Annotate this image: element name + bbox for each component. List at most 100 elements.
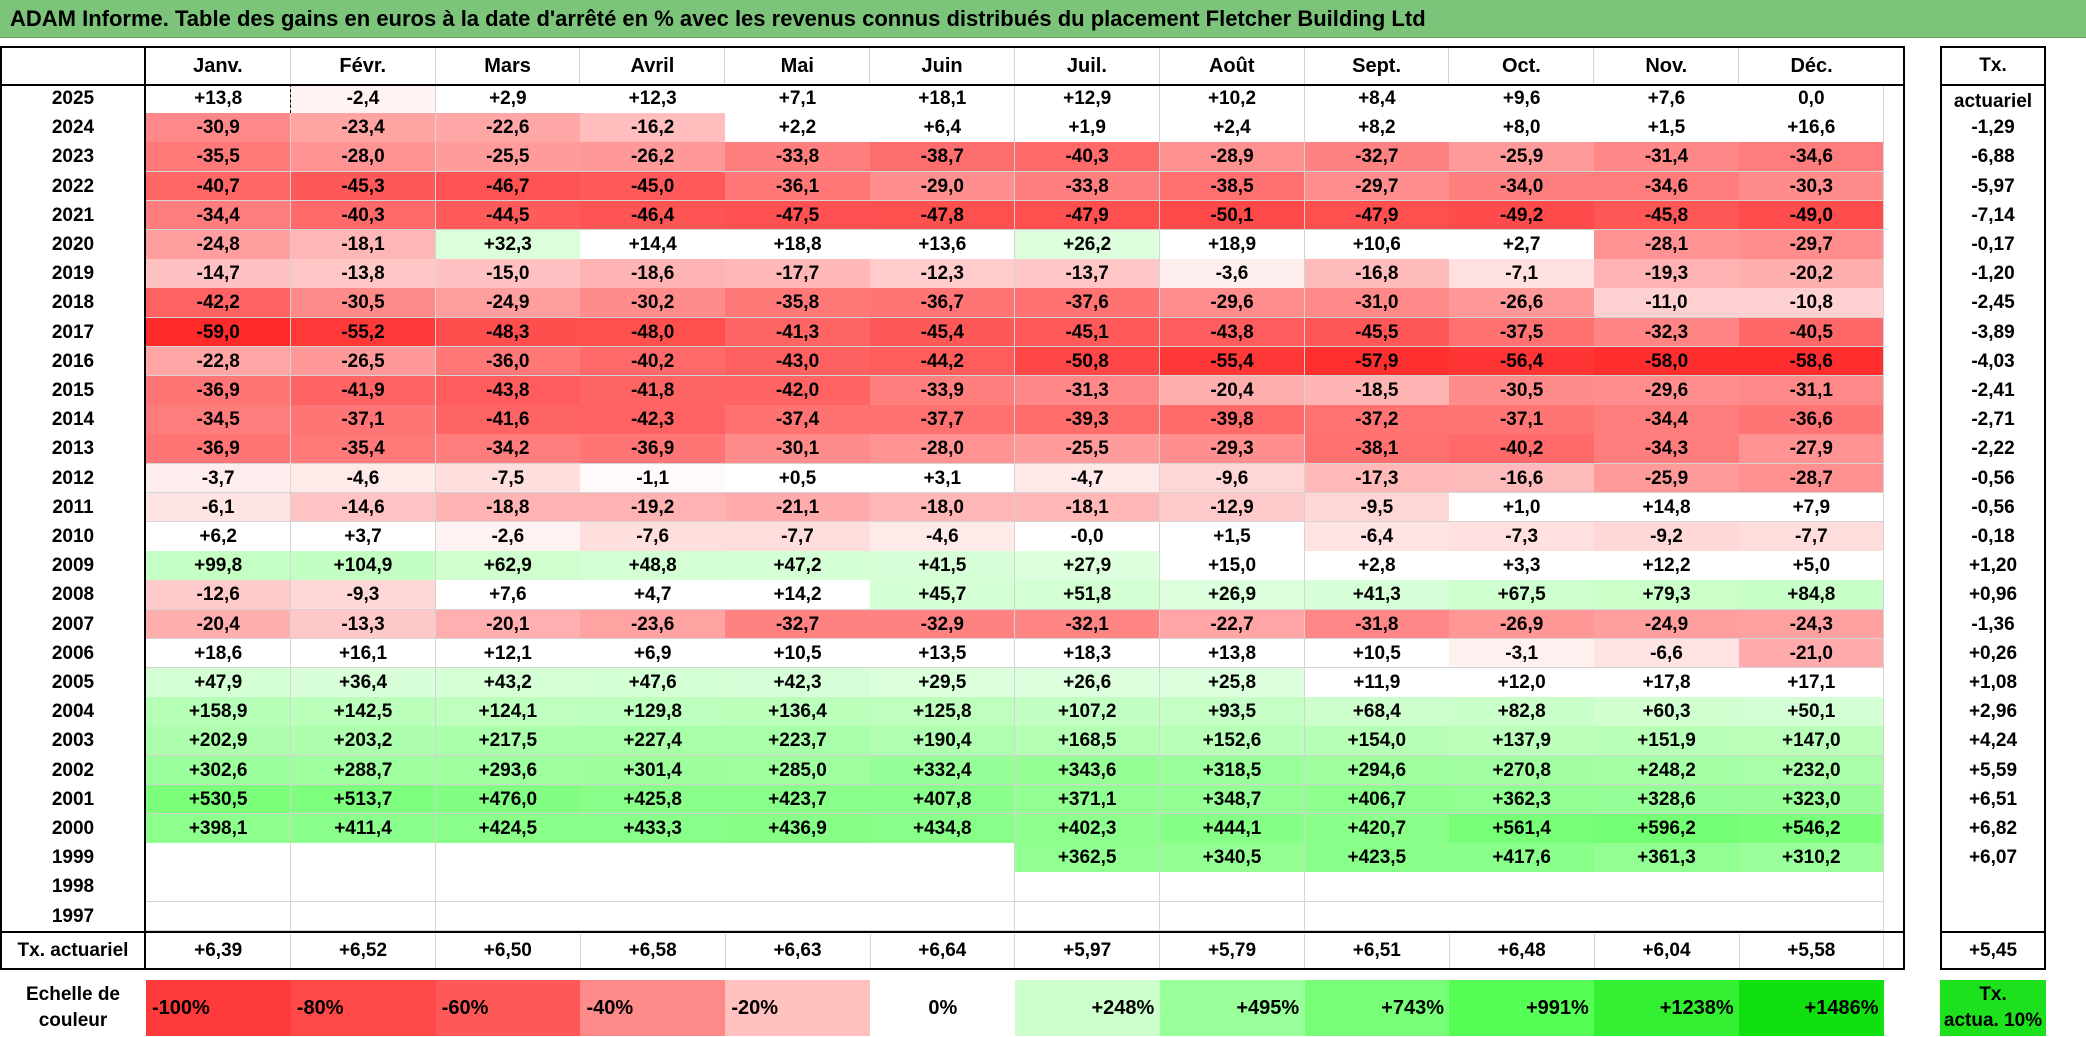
gain-cell: +12,1 (435, 638, 581, 669)
month-header: Févr. (291, 48, 436, 84)
gain-cell: +340,5 (1159, 843, 1306, 873)
year-label: 1998 (51, 876, 95, 898)
gain-cell: -41,8 (580, 376, 726, 406)
footer-total-rate: +5,45 (1968, 940, 2018, 961)
gain-cell: -10,8 (1739, 288, 1885, 319)
gain-cell: +406,7 (1304, 784, 1450, 815)
gain-cell: -36,7 (870, 288, 1016, 319)
gain-cell: -4,6 (290, 463, 437, 494)
year-label: 2023 (51, 146, 95, 168)
year-label: 2004 (51, 701, 95, 723)
actuarial-rate: -1,29 (1971, 117, 2015, 139)
gain-cell: -6,1 (146, 492, 292, 523)
gain-cell: +18,1 (870, 84, 1016, 114)
gain-cell: -35,8 (725, 288, 871, 319)
year-label: 2009 (51, 555, 95, 577)
year-label: 2016 (51, 350, 95, 372)
gain-cell: -19,2 (580, 492, 726, 523)
gain-cell: -28,9 (1159, 142, 1306, 173)
gain-cell (1159, 901, 1306, 932)
gain-cell: -36,6 (1739, 405, 1885, 435)
gain-cell: +25,8 (1159, 668, 1306, 698)
gain-cell: -20,1 (435, 609, 581, 640)
gain-cell: -37,1 (1449, 405, 1595, 435)
gain-cell: +288,7 (290, 755, 437, 786)
gain-cell: +147,0 (1739, 726, 1885, 757)
gain-cell: -25,9 (1449, 142, 1595, 173)
gain-cell: -34,4 (146, 200, 292, 231)
gain-cell: -44,5 (435, 200, 581, 231)
gain-cell: -22,6 (435, 113, 581, 143)
gain-cell: +293,6 (435, 755, 581, 786)
gain-cell: +16,1 (290, 638, 437, 669)
scale-swatch: +495% (1159, 980, 1306, 1036)
gain-cell: +142,5 (290, 697, 437, 727)
gain-cell: -31,4 (1594, 142, 1740, 173)
gain-cell: -36,9 (580, 434, 726, 465)
gain-cell (1014, 901, 1161, 932)
gain-cell (1739, 901, 1885, 932)
gain-cell: +129,8 (580, 697, 726, 727)
footer-rate: +6,52 (291, 934, 437, 968)
gain-cell (1304, 901, 1450, 932)
gain-cell: -18,1 (290, 230, 437, 260)
gain-cell: -32,7 (725, 609, 871, 640)
month-header: Nov. (1594, 48, 1740, 84)
actuarial-rate: -2,71 (1971, 409, 2015, 431)
gain-cell: +248,2 (1594, 755, 1740, 786)
gain-cell: +332,4 (870, 755, 1016, 786)
gain-cell: +417,6 (1449, 843, 1595, 873)
gain-cell: +68,4 (1304, 697, 1450, 727)
gain-cell: +158,9 (146, 697, 292, 727)
month-header: Juin (870, 48, 1015, 84)
gain-cell: -4,6 (870, 522, 1016, 552)
gain-cell: +402,3 (1014, 814, 1161, 844)
gain-cell: -46,4 (580, 200, 726, 231)
year-label: 2014 (51, 409, 95, 431)
gain-cell: +43,2 (435, 668, 581, 698)
gain-cell: +17,8 (1594, 668, 1740, 698)
gain-cell: +124,1 (435, 697, 581, 727)
actuarial-rate: +0,96 (1968, 584, 2018, 606)
gain-cell: -26,5 (290, 346, 437, 377)
footer-rate: +6,63 (725, 934, 871, 968)
gain-cell: -17,3 (1304, 463, 1450, 494)
gain-cell: +361,3 (1594, 843, 1740, 873)
scale-swatch: +1486% (1739, 980, 1885, 1036)
gain-cell: -32,3 (1594, 317, 1740, 348)
gain-cell: +84,8 (1739, 580, 1885, 611)
gain-cell: -29,6 (1594, 376, 1740, 406)
gain-cell: 0,0 (1739, 84, 1885, 114)
gain-cell (290, 901, 437, 932)
gain-cell: -23,4 (290, 113, 437, 143)
gain-cell: +398,1 (146, 814, 292, 844)
gain-cell: +12,9 (1014, 84, 1161, 114)
actuarial-rate: -0,56 (1971, 496, 2015, 518)
gain-cell: +18,6 (146, 638, 292, 669)
gain-cell: -1,1 (580, 463, 726, 494)
footer-rate: +6,39 (146, 934, 292, 968)
scale-act-line: actua. 10% (1943, 1010, 2043, 1031)
gain-cell: +310,2 (1739, 843, 1885, 873)
gain-cell: +26,9 (1159, 580, 1306, 611)
year-label: 2025 (51, 88, 95, 109)
gain-cell (870, 901, 1016, 932)
actuarial-rate (1940, 872, 2046, 901)
gain-cell: +371,1 (1014, 784, 1161, 815)
year-label: 2008 (51, 584, 95, 606)
gain-cell: -15,0 (435, 259, 581, 289)
gain-cell: +301,4 (580, 755, 726, 786)
gain-cell: -32,9 (870, 609, 1016, 640)
gain-cell: +18,8 (725, 230, 871, 260)
gain-cell (290, 872, 437, 903)
gain-cell: -7,5 (435, 463, 581, 494)
gain-cell: -12,9 (1159, 492, 1306, 523)
gain-cell: +41,5 (870, 551, 1016, 581)
gain-cell: +12,2 (1594, 551, 1740, 581)
gain-cell (725, 872, 871, 903)
gain-cell (580, 843, 726, 873)
gain-cell: -39,3 (1014, 405, 1161, 435)
gain-cell: +302,6 (146, 755, 292, 786)
gain-cell: +154,0 (1304, 726, 1450, 757)
gain-cell: -0,0 (1014, 522, 1161, 552)
